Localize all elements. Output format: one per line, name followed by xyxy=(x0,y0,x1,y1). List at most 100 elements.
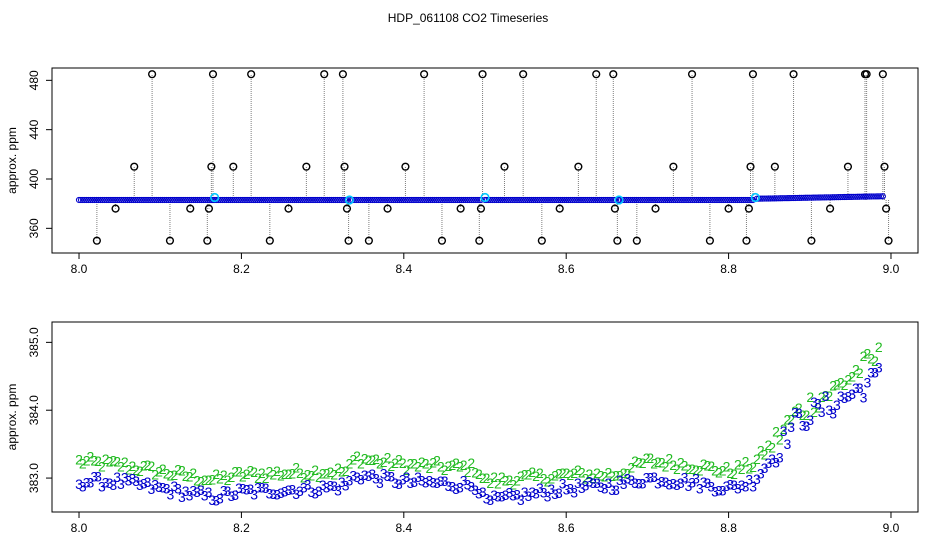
baseline-point xyxy=(437,196,444,204)
baseline-point xyxy=(569,196,576,204)
baseline-point xyxy=(769,195,776,202)
series-3-point: 3 xyxy=(593,475,601,491)
series-3-point: 3 xyxy=(464,476,472,492)
x-tick-label: 8.8 xyxy=(720,521,737,535)
series-2-point: 2 xyxy=(155,463,163,479)
series-3-point: 3 xyxy=(448,478,456,494)
baseline-point xyxy=(194,196,201,204)
outlier-point xyxy=(884,236,893,245)
outlier-point xyxy=(880,162,889,171)
series-3-point: 3 xyxy=(346,472,354,488)
series-2-point: 2 xyxy=(780,421,788,437)
baseline-point xyxy=(233,196,240,204)
baseline-point xyxy=(312,196,320,204)
baseline-point xyxy=(724,196,731,204)
series-2-point: 2 xyxy=(235,464,243,480)
baseline-point xyxy=(664,196,671,204)
baseline-point xyxy=(473,196,481,204)
baseline-point xyxy=(507,196,514,204)
series-3-point: 3 xyxy=(247,481,255,497)
series-2-point: 2 xyxy=(513,473,521,489)
baseline-point xyxy=(277,196,285,204)
baseline-point xyxy=(332,196,339,204)
series-3-point: 3 xyxy=(258,479,266,495)
outlier-point xyxy=(344,236,353,245)
series-3-point: 3 xyxy=(330,478,338,494)
baseline-point xyxy=(108,196,116,204)
series-3-point: 3 xyxy=(582,477,590,493)
series-3-point: 3 xyxy=(483,490,491,506)
series-3-point: 3 xyxy=(117,476,125,492)
outlier-point xyxy=(746,162,755,171)
x-tick-label: 8.2 xyxy=(233,521,250,535)
series-3-point: 3 xyxy=(273,487,281,503)
series-2-point: 2 xyxy=(871,353,879,369)
baseline-point xyxy=(852,193,859,200)
baseline-point xyxy=(93,196,100,204)
series-2-point: 2 xyxy=(410,455,418,471)
series-2-point: 2 xyxy=(178,463,186,479)
series-3-point: 3 xyxy=(597,479,605,495)
series-3-point: 3 xyxy=(186,487,194,503)
baseline-point xyxy=(365,196,372,204)
series-3-point: 3 xyxy=(795,405,803,421)
baseline-point xyxy=(545,196,553,204)
series-3-point: 3 xyxy=(547,481,555,497)
baseline-point xyxy=(81,196,88,204)
outlier-point xyxy=(165,236,175,245)
baseline-point xyxy=(875,193,883,200)
outlier-point xyxy=(476,204,486,213)
series-2-point: 2 xyxy=(589,470,597,486)
series-3-point: 3 xyxy=(761,460,769,476)
series-3-point: 3 xyxy=(304,476,312,492)
baseline-point xyxy=(184,196,191,204)
series-3-point: 3 xyxy=(403,469,411,485)
baseline-point xyxy=(734,196,741,204)
baseline-point xyxy=(390,196,397,204)
series-2-point: 2 xyxy=(711,463,719,479)
series-2-point: 2 xyxy=(753,451,761,467)
series-2-point: 2 xyxy=(723,458,731,474)
outlier-point xyxy=(478,70,487,79)
baseline-point xyxy=(472,196,479,204)
series-3-point: 3 xyxy=(178,489,186,505)
series-3-point: 3 xyxy=(315,483,323,499)
outlier-point xyxy=(862,70,871,79)
baseline-point xyxy=(190,196,197,204)
baseline-point xyxy=(835,194,842,201)
series-3-point: 3 xyxy=(563,481,571,497)
baseline-point xyxy=(120,196,127,204)
baseline-point xyxy=(171,196,178,204)
baseline-point xyxy=(839,193,846,201)
baseline-point xyxy=(576,196,584,204)
outlier-point xyxy=(613,236,622,245)
series-2-point: 2 xyxy=(441,462,449,478)
baseline-point xyxy=(497,196,504,204)
series-3-point: 3 xyxy=(669,476,677,492)
baseline-point xyxy=(637,196,644,204)
series-2-point: 2 xyxy=(372,451,380,467)
series-3-point: 3 xyxy=(445,478,453,494)
baseline-point xyxy=(819,194,826,201)
series-2-point: 2 xyxy=(639,455,647,471)
baseline-point xyxy=(837,194,844,201)
outlier-point xyxy=(555,204,564,213)
series-2-point: 2 xyxy=(582,471,590,487)
baseline-point xyxy=(639,196,646,204)
series-3-point: 3 xyxy=(125,473,133,489)
series-2-point: 2 xyxy=(566,467,574,483)
baseline-point xyxy=(808,194,815,201)
baseline-point xyxy=(806,194,813,201)
baseline-point xyxy=(732,196,739,204)
baseline-point xyxy=(456,196,463,204)
baseline-point xyxy=(611,196,619,204)
outlier-point xyxy=(207,162,216,171)
series-2-point: 2 xyxy=(90,452,98,468)
series-2-point: 2 xyxy=(422,455,430,471)
baseline-point xyxy=(703,196,710,204)
baseline-point xyxy=(116,196,123,204)
series-2-point: 2 xyxy=(608,468,616,484)
outlier-point xyxy=(340,162,349,171)
baseline-point xyxy=(240,196,248,204)
x-tick-label: 9.0 xyxy=(883,262,900,276)
